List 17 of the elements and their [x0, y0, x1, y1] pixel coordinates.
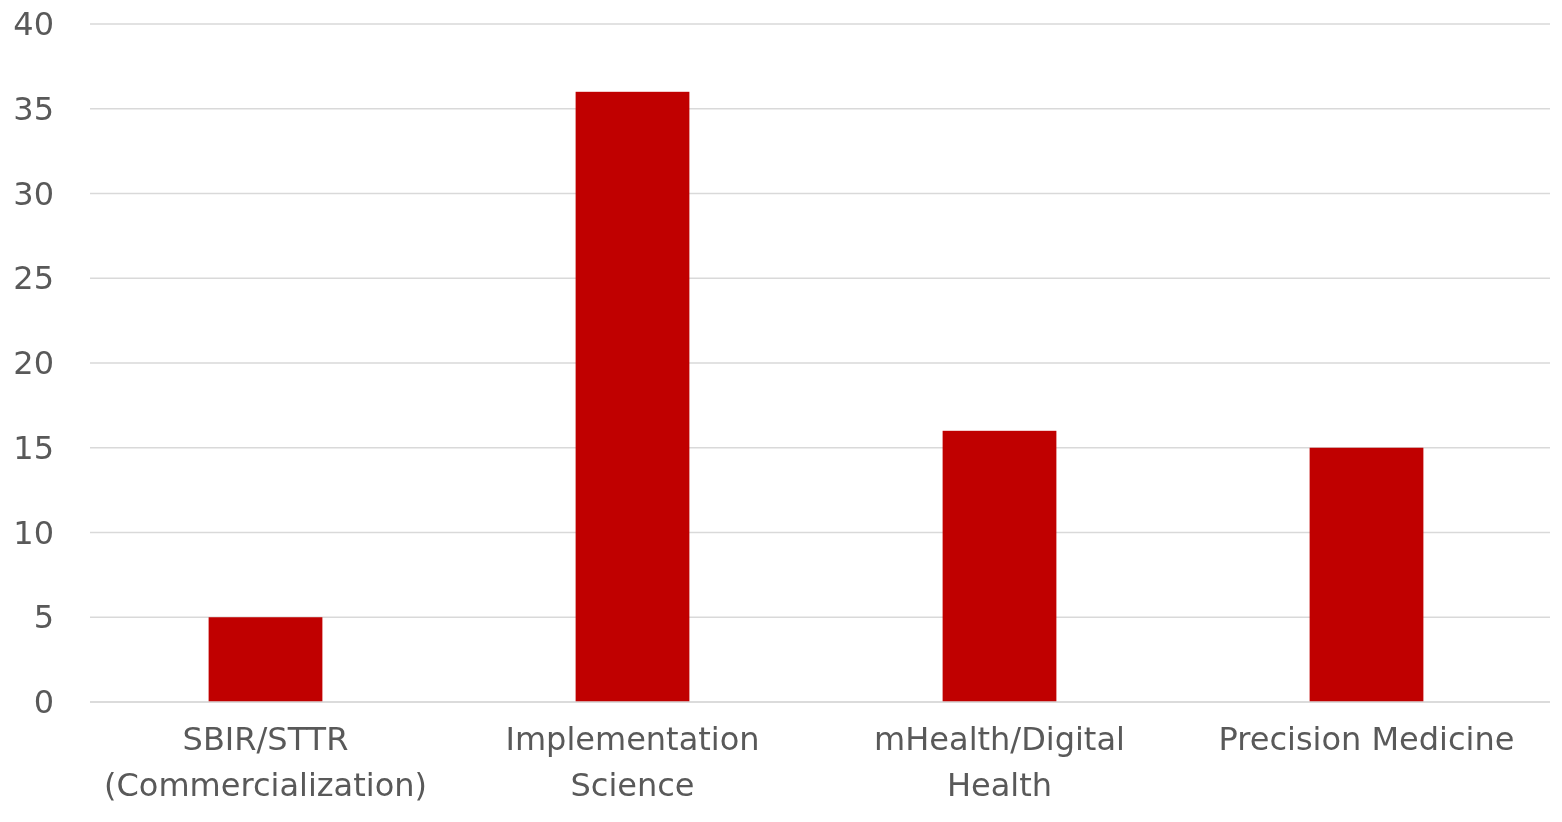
y-tick-label: 30	[13, 174, 54, 213]
x-tick-label: SBIR/STTR (Commercialization)	[104, 720, 427, 804]
y-tick-label: 35	[13, 89, 54, 128]
y-tick-label: 5	[33, 598, 54, 637]
bar	[1309, 447, 1424, 702]
bar	[575, 91, 690, 702]
y-tick-label: 0	[33, 683, 54, 722]
y-tick-label: 10	[13, 513, 54, 552]
bar	[208, 617, 323, 702]
x-tick-label: Implementation Science	[505, 720, 760, 804]
y-tick-label: 15	[13, 428, 54, 467]
y-tick-label: 40	[13, 5, 54, 44]
y-tick-label: 25	[13, 259, 54, 298]
x-tick-label: mHealth/Digital Health	[874, 720, 1125, 804]
x-tick-label: Precision Medicine	[1218, 720, 1515, 758]
bar	[942, 430, 1057, 702]
y-tick-label: 20	[13, 344, 54, 383]
